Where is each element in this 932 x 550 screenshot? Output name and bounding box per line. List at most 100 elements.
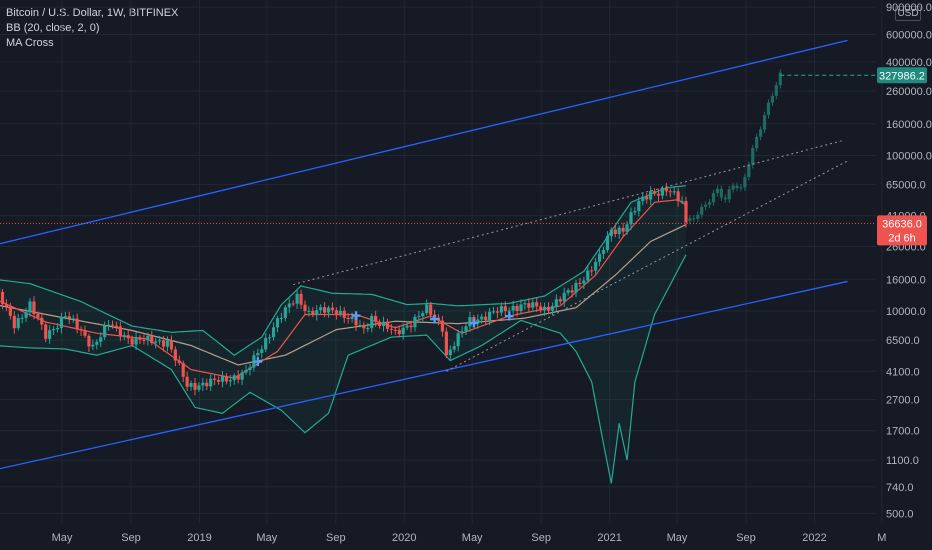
candle [48,330,52,339]
candle [566,290,570,293]
projection-candle [723,197,727,200]
projection-candle [715,188,720,194]
candle [421,313,425,317]
price-tick-label: 1100.0 [886,455,919,467]
candle [535,302,539,307]
candle [193,383,197,390]
candle [436,317,441,321]
candle [338,310,342,314]
candle [366,328,370,330]
candle [67,316,71,319]
price-tick-label: 260000.0 [886,86,932,98]
candle [169,340,174,350]
candle [464,326,468,332]
candle [287,303,291,308]
candle [299,293,303,305]
currency-label[interactable]: USD [895,6,921,21]
candle [590,270,594,272]
time-axis[interactable]: May Sep 2019 May Sep 2020 May Sep 2021 May Sep 2022… [52,532,887,544]
time-tick-label: May [667,532,688,544]
candle [291,303,295,305]
projection-candle [735,185,739,188]
indicator-lines [0,185,687,484]
candle [16,318,20,329]
candle [519,304,523,311]
projection-candle [759,129,763,137]
bollinger-area [0,185,686,484]
candle [429,304,433,315]
candle [185,376,189,387]
ma-slow-line [0,223,687,366]
candle [303,304,307,312]
candle [4,304,9,307]
price-tick-label: 900000.0 [886,2,932,14]
candle [252,355,256,368]
price-tick-label: 1700.0 [886,426,920,438]
candle [487,311,492,321]
candles: ✚ ✚ ✚ ✚ ✚ [0,182,688,396]
candle [480,316,484,320]
candle [633,211,637,213]
bollinger-bands-label[interactable]: BB (20, close, 2, 0) [6,22,100,34]
candle [413,316,417,328]
price-tick-label: 10000.0 [886,306,926,318]
candle [224,375,229,382]
candle [613,229,617,234]
time-tick-label: May [462,532,483,544]
ma-cross-marker: ✚ [504,310,514,324]
candle [503,306,507,312]
price-tick-label: 740.0 [886,482,914,494]
candle [550,306,555,311]
candle [236,375,240,380]
candle [99,337,103,342]
ma-cross-marker: ✚ [253,355,263,369]
price-tick-label: 100000.0 [886,151,932,163]
symbol-title[interactable]: Bitcoin / U.S. Dollar, 1W, BITFINEX [6,7,179,19]
candle [32,301,36,315]
trend-lower-dotted [446,160,848,372]
candle [637,201,641,212]
candle [660,188,665,196]
candle [680,201,684,203]
candle [311,310,315,315]
projection-candle [700,206,704,215]
candle [578,282,582,284]
candle [275,318,280,328]
candle [350,316,354,320]
candle [83,330,87,336]
candle [63,316,67,318]
candle [546,306,551,311]
candle [491,311,496,313]
projection-candle [770,95,774,103]
candle [507,310,511,312]
candle [118,326,122,337]
candle [36,314,40,318]
candle [570,290,574,293]
candle [539,306,543,311]
candle [95,341,99,345]
candle [240,372,244,380]
time-tick-label: 2019 [187,532,211,544]
candle [664,188,668,192]
candle [609,229,613,237]
candle [51,329,56,331]
time-tick-label: 2021 [597,532,621,544]
candle [448,349,452,356]
ma-cross-label[interactable]: MA Cross [6,37,54,49]
candle [676,191,680,202]
candle [334,310,338,314]
candle [358,324,362,326]
candle [8,306,12,316]
candle [264,337,268,350]
grid [0,0,883,523]
ma-cross-marker: ✚ [469,317,479,331]
candle [452,346,456,350]
candle [511,305,515,311]
candle [307,310,311,312]
candle [354,316,358,326]
candle [374,315,378,322]
target-price-tag [877,67,927,84]
candle [542,306,547,311]
candle [484,316,488,321]
